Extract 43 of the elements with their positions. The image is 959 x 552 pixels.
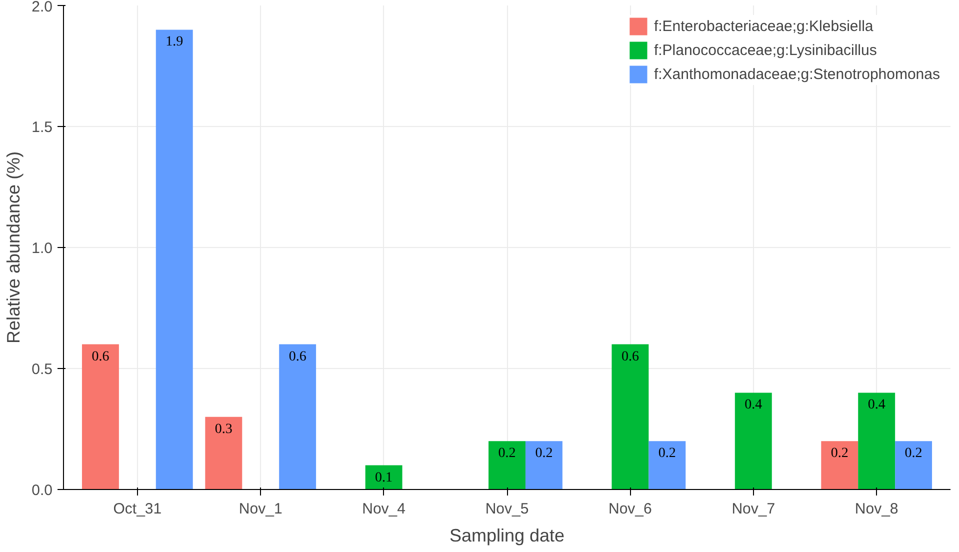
bar [734, 392, 772, 490]
bar [895, 441, 932, 490]
data-label: 0.2 [904, 446, 922, 462]
bar [279, 344, 316, 490]
x-tick-label: Nov_1 [238, 500, 282, 518]
data-label: 0.1 [375, 470, 393, 486]
legend-label: f:Planococcaceae;g:Lysinibacillus [654, 42, 877, 58]
bar [205, 416, 242, 490]
bar [525, 441, 562, 490]
data-label: 0.6 [621, 349, 639, 364]
x-axis-title: Sampling date [449, 526, 565, 546]
data-label: 0.2 [830, 446, 848, 462]
data-label: 0.4 [744, 398, 762, 413]
y-tick-label: 0.0 [32, 482, 53, 499]
x-tick-label: Nov_5 [485, 500, 529, 518]
x-tick-label: Nov_7 [732, 500, 776, 518]
y-axis-title: Relative abundance (%) [4, 151, 24, 344]
bar [365, 465, 402, 490]
bar [648, 441, 686, 490]
data-label: 0.3 [214, 422, 232, 437]
legend-label: f:Enterobacteriaceae;g:Klebsiella [654, 18, 874, 34]
data-label: 0.2 [498, 446, 516, 462]
data-label: 1.9 [166, 34, 184, 50]
data-label: 0.4 [868, 398, 886, 413]
data-label: 0.2 [535, 446, 553, 462]
y-tick-label: 1.0 [32, 240, 53, 257]
y-tick-label: 0.5 [32, 361, 53, 378]
x-tick-label: Nov_6 [608, 500, 652, 518]
bar [612, 344, 649, 490]
bar [156, 30, 193, 490]
bar [488, 441, 526, 490]
y-tick-label: 2.0 [32, 0, 53, 16]
legend-label: f:Xanthomonadaceae;g:Stenotrophomonas [654, 66, 940, 82]
x-tick-label: Nov_8 [854, 500, 898, 518]
bar [858, 392, 896, 490]
x-tick-label: Nov_4 [362, 500, 406, 518]
data-label: 0.2 [658, 446, 676, 462]
y-tick-label: 1.5 [32, 119, 53, 136]
data-label: 0.6 [92, 349, 110, 364]
data-label: 0.6 [288, 349, 306, 364]
x-tick-label: Oct_31 [113, 500, 162, 518]
bar [82, 344, 119, 490]
bar [821, 441, 858, 490]
